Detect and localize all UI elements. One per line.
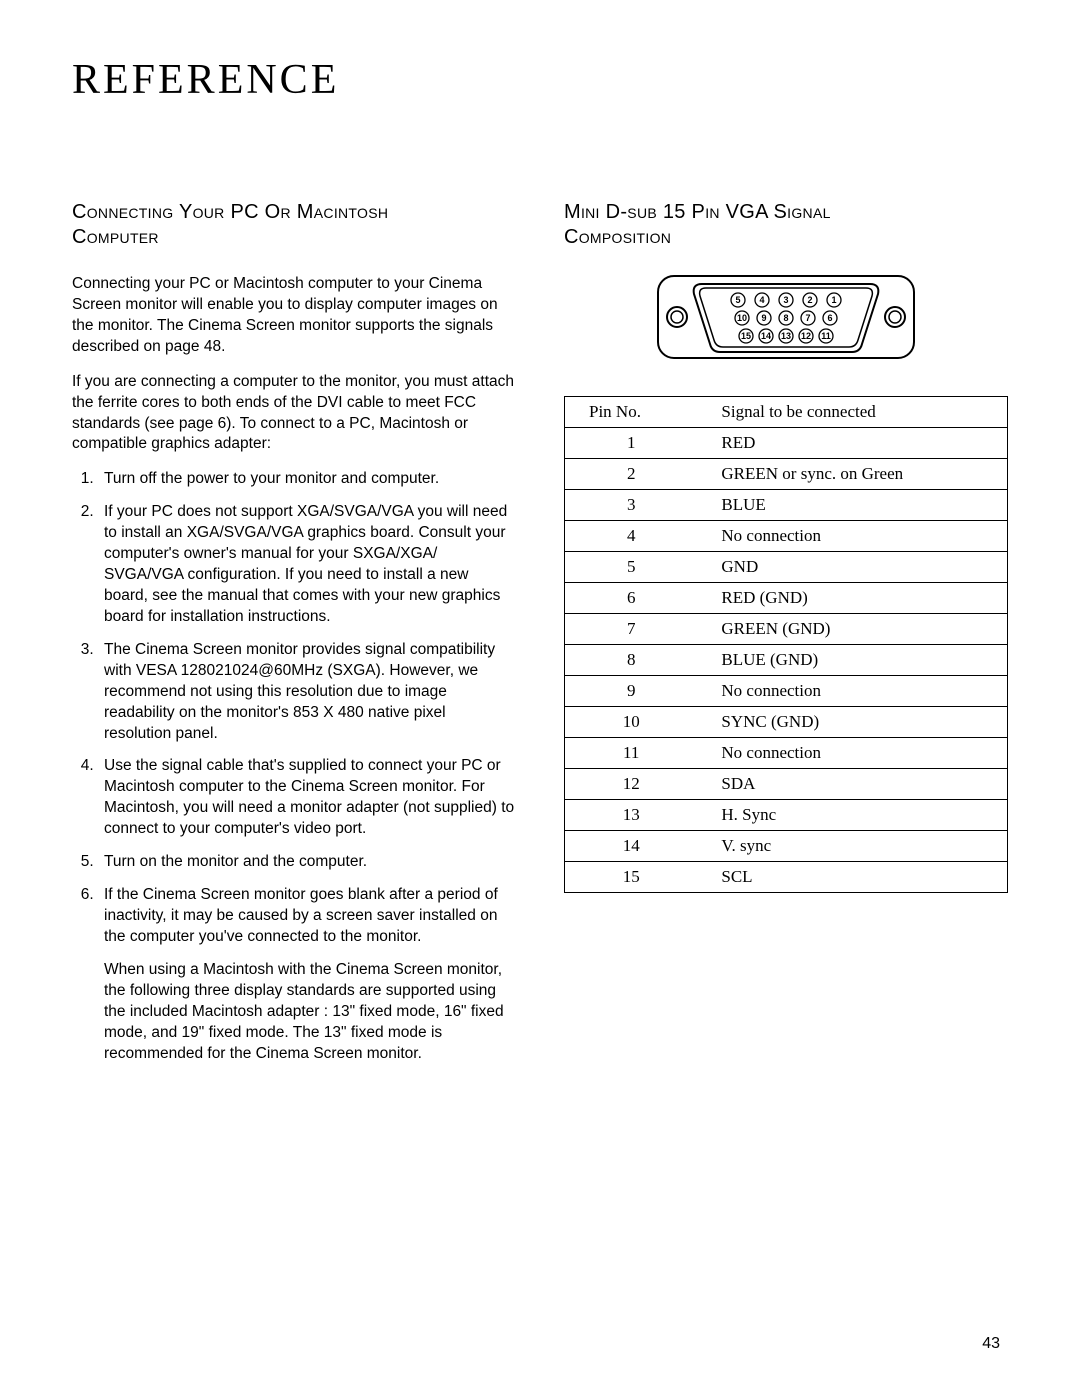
right-heading-line2: Composition	[564, 226, 671, 248]
pin-label-8: 8	[783, 313, 788, 323]
cell-pin: 8	[565, 645, 698, 676]
intro-paragraph-1: Connecting your PC or Macintosh computer…	[72, 274, 516, 358]
cell-signal: H. Sync	[697, 800, 1007, 831]
table-row: 12SDA	[565, 769, 1008, 800]
page-number: 43	[982, 1335, 1000, 1353]
table-row: 10SYNC (GND)	[565, 707, 1008, 738]
pin-label-5: 5	[735, 295, 740, 305]
col-signal: Signal to be connected	[697, 397, 1007, 428]
pin-label-12: 12	[801, 331, 811, 341]
table-row: 4No connection	[565, 521, 1008, 552]
table-row: 8BLUE (GND)	[565, 645, 1008, 676]
pin-label-2: 2	[807, 295, 812, 305]
left-column: Connecting Your PC Or Macintosh Computer…	[72, 200, 516, 1076]
table-row: 7GREEN (GND)	[565, 614, 1008, 645]
pin-label-6: 6	[827, 313, 832, 323]
left-heading: Connecting Your PC Or Macintosh Computer	[72, 200, 516, 250]
pin-label-9: 9	[761, 313, 766, 323]
step-6: If the Cinema Screen monitor goes blank …	[98, 885, 516, 1064]
table-row: 3BLUE	[565, 490, 1008, 521]
pin-label-15: 15	[741, 331, 751, 341]
pin-table: Pin No. Signal to be connected 1RED 2GRE…	[564, 396, 1008, 893]
step-2: If your PC does not support XGA/SVGA/VGA…	[98, 502, 516, 628]
table-row: 2GREEN or sync. on Green	[565, 459, 1008, 490]
step-1: Turn off the power to your monitor and c…	[98, 469, 516, 490]
cell-signal: No connection	[697, 676, 1007, 707]
cell-signal: BLUE	[697, 490, 1007, 521]
cell-pin: 6	[565, 583, 698, 614]
table-row: 9No connection	[565, 676, 1008, 707]
pin-label-4: 4	[759, 295, 764, 305]
col-pin-no: Pin No.	[565, 397, 698, 428]
step-5: Turn on the monitor and the computer.	[98, 852, 516, 873]
cell-signal: GREEN (GND)	[697, 614, 1007, 645]
right-heading: Mini D-sub 15 Pin VGA Signal Composition	[564, 200, 1008, 250]
cell-signal: No connection	[697, 738, 1007, 769]
table-row: 11No connection	[565, 738, 1008, 769]
pin-label-7: 7	[805, 313, 810, 323]
cell-pin: 7	[565, 614, 698, 645]
cell-signal: RED	[697, 428, 1007, 459]
cell-pin: 2	[565, 459, 698, 490]
table-row: 5GND	[565, 552, 1008, 583]
cell-pin: 5	[565, 552, 698, 583]
cell-signal: No connection	[697, 521, 1007, 552]
cell-signal: GREEN or sync. on Green	[697, 459, 1007, 490]
table-row: 15SCL	[565, 862, 1008, 893]
table-row: 1RED	[565, 428, 1008, 459]
cell-pin: 9	[565, 676, 698, 707]
step-3: The Cinema Screen monitor provides signa…	[98, 640, 516, 745]
pin-label-13: 13	[781, 331, 791, 341]
cell-pin: 4	[565, 521, 698, 552]
step-6-text: If the Cinema Screen monitor goes blank …	[104, 886, 498, 945]
content-columns: Connecting Your PC Or Macintosh Computer…	[72, 200, 1008, 1076]
cell-pin: 12	[565, 769, 698, 800]
pin-label-3: 3	[783, 295, 788, 305]
table-row: 6RED (GND)	[565, 583, 1008, 614]
cell-pin: 11	[565, 738, 698, 769]
cell-pin: 13	[565, 800, 698, 831]
table-header-row: Pin No. Signal to be connected	[565, 397, 1008, 428]
right-heading-line1: Mini D-sub 15 Pin VGA Signal	[564, 201, 831, 223]
right-column: Mini D-sub 15 Pin VGA Signal Composition…	[564, 200, 1008, 1076]
pin-label-10: 10	[737, 313, 747, 323]
cell-pin: 10	[565, 707, 698, 738]
step-6-extra: When using a Macintosh with the Cinema S…	[104, 960, 516, 1065]
table-row: 14V. sync	[565, 831, 1008, 862]
cell-pin: 15	[565, 862, 698, 893]
cell-pin: 3	[565, 490, 698, 521]
cell-signal: GND	[697, 552, 1007, 583]
cell-signal: SYNC (GND)	[697, 707, 1007, 738]
steps-list: Turn off the power to your monitor and c…	[72, 469, 516, 1064]
table-row: 13H. Sync	[565, 800, 1008, 831]
left-heading-line1: Connecting Your PC Or Macintosh	[72, 201, 388, 223]
pin-table-body: 1RED 2GREEN or sync. on Green 3BLUE 4No …	[565, 428, 1008, 893]
cell-signal: SDA	[697, 769, 1007, 800]
intro-paragraph-2: If you are connecting a computer to the …	[72, 372, 516, 456]
cell-pin: 1	[565, 428, 698, 459]
cell-pin: 14	[565, 831, 698, 862]
pin-label-11: 11	[821, 331, 831, 341]
step-4: Use the signal cable that's supplied to …	[98, 756, 516, 840]
cell-signal: SCL	[697, 862, 1007, 893]
vga-connector-diagram: 5 4 3 2 1 10 9 8 7 6 15 14 13 12 11	[656, 274, 916, 360]
left-heading-line2: Computer	[72, 226, 159, 248]
cell-signal: RED (GND)	[697, 583, 1007, 614]
cell-signal: BLUE (GND)	[697, 645, 1007, 676]
pin-label-1: 1	[831, 295, 836, 305]
page-title: REFERENCE	[72, 56, 1008, 104]
pin-label-14: 14	[761, 331, 771, 341]
cell-signal: V. sync	[697, 831, 1007, 862]
